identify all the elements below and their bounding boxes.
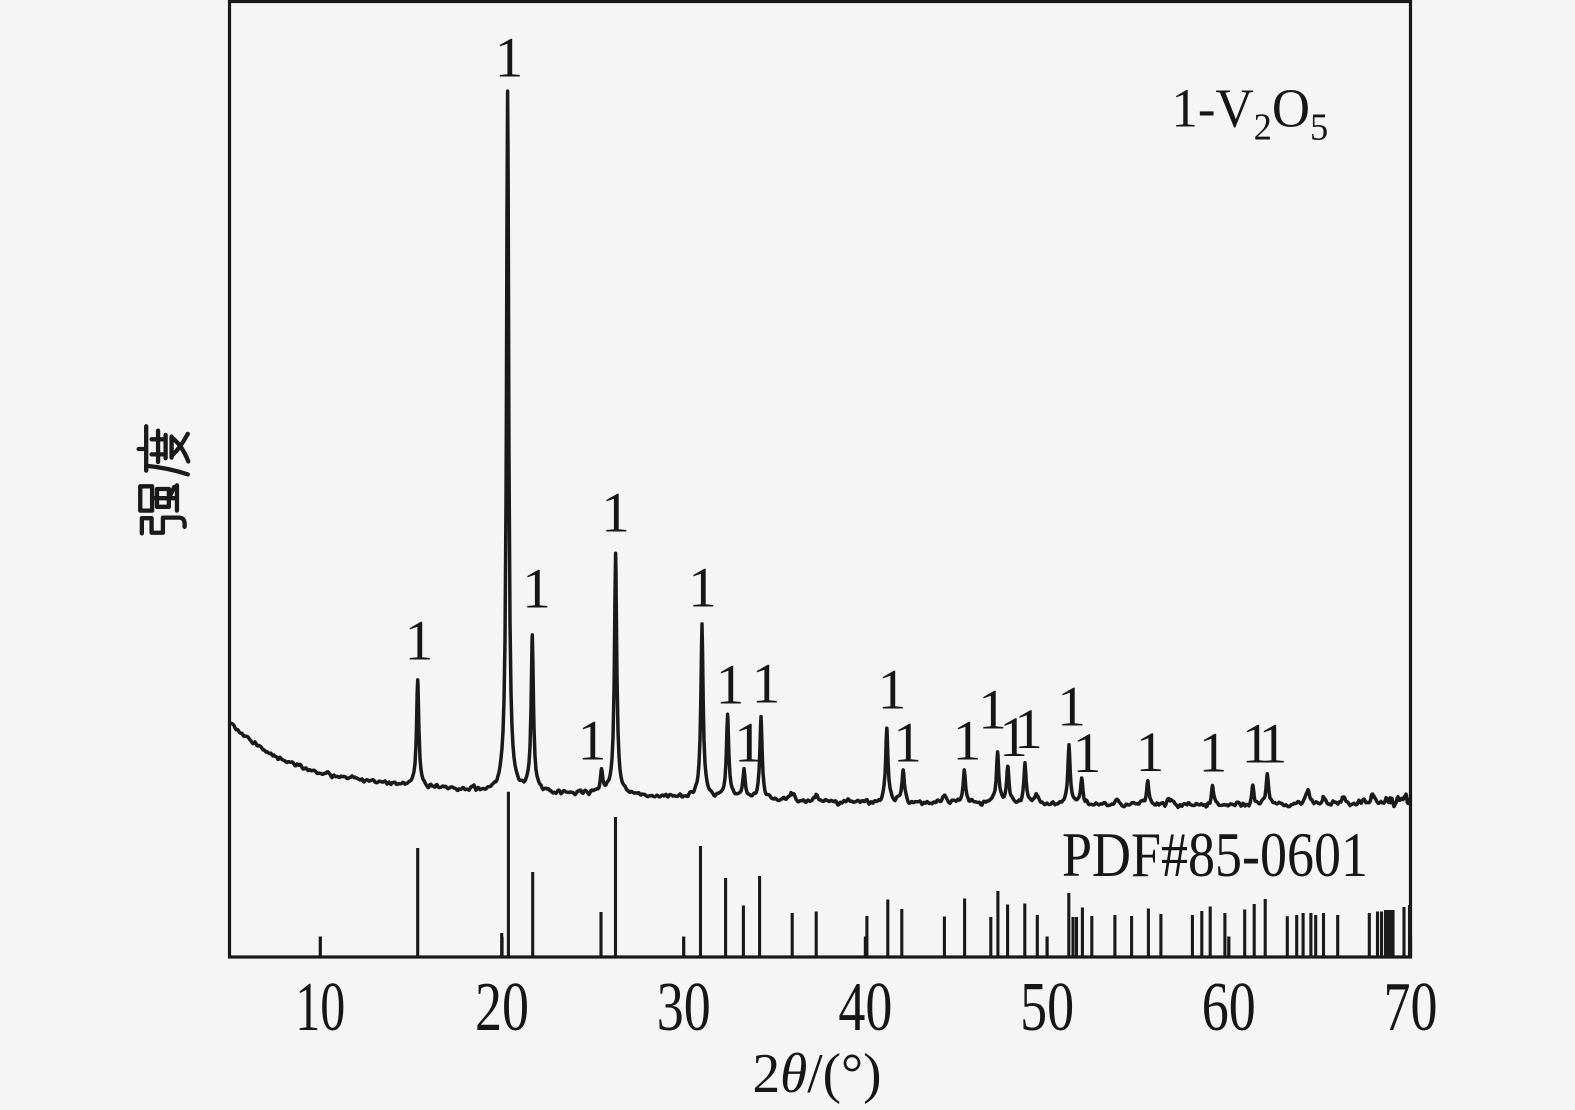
svg-text:1: 1 (878, 659, 907, 722)
svg-text:1-V2O5: 1-V2O5 (1172, 78, 1329, 149)
svg-text:1: 1 (522, 558, 551, 621)
svg-text:1: 1 (601, 482, 630, 545)
svg-text:40: 40 (838, 969, 892, 1046)
svg-text:30: 30 (657, 969, 711, 1046)
svg-text:1: 1 (1259, 713, 1288, 776)
svg-text:1: 1 (1057, 676, 1086, 739)
svg-text:1: 1 (688, 557, 717, 620)
svg-text:1: 1 (734, 712, 763, 775)
svg-text:60: 60 (1202, 969, 1256, 1046)
svg-text:1: 1 (1136, 721, 1165, 784)
svg-text:1: 1 (999, 706, 1028, 769)
svg-text:2θ/(°): 2θ/(°) (753, 1043, 882, 1105)
svg-text:1: 1 (752, 653, 781, 716)
svg-text:1: 1 (716, 654, 745, 717)
svg-text:10: 10 (295, 969, 345, 1046)
svg-text:1: 1 (953, 710, 982, 773)
svg-text:50: 50 (1020, 969, 1074, 1046)
svg-text:1: 1 (893, 712, 922, 775)
svg-text:70: 70 (1384, 969, 1438, 1046)
svg-text:PDF#85-0601: PDF#85-0601 (1062, 820, 1368, 890)
svg-text:1: 1 (405, 610, 434, 673)
svg-text:1: 1 (1073, 722, 1102, 785)
svg-text:1: 1 (495, 27, 524, 90)
svg-text:1: 1 (1014, 698, 1043, 761)
svg-text:1: 1 (1199, 722, 1228, 785)
svg-text:1: 1 (978, 679, 1007, 742)
svg-text:1: 1 (578, 710, 607, 773)
svg-text:20: 20 (475, 969, 529, 1046)
svg-text:1: 1 (1242, 713, 1271, 776)
